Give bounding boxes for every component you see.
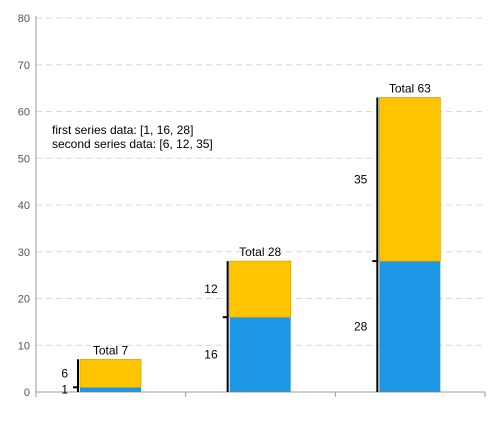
y-tick-label-80: 80	[18, 13, 30, 25]
data-label-series2-cat2: 12	[204, 282, 218, 296]
total-label-cat2: Total 28	[239, 245, 281, 259]
y-tick-label-10: 10	[18, 340, 30, 352]
bar-series2-cat3	[378, 97, 441, 262]
y-tick-label-30: 30	[18, 247, 30, 259]
data-label-series1-cat2: 16	[204, 348, 218, 362]
y-tick-label-50: 50	[18, 153, 30, 165]
data-label-series1-cat1: 1	[61, 383, 68, 397]
y-tick-label-40: 40	[18, 200, 30, 212]
bar-series2-cat2	[229, 260, 292, 318]
y-tick-label-20: 20	[18, 294, 30, 306]
bar-series1-cat2	[229, 317, 291, 392]
bar-series1-cat3	[379, 261, 441, 392]
data-label-series1-cat3: 28	[354, 320, 368, 334]
bar-series1-cat1	[80, 387, 141, 392]
y-tick-label-70: 70	[18, 60, 30, 72]
annotation-first-series: first series data: [1, 16, 28]	[52, 123, 194, 137]
total-label-cat1: Total 7	[93, 343, 129, 357]
data-label-series2-cat3: 35	[354, 172, 368, 186]
y-tick-label-0: 0	[24, 387, 30, 399]
data-label-series2-cat1: 6	[61, 366, 68, 380]
annotation-second-series: second series data: [6, 12, 35]	[52, 137, 213, 151]
y-tick-label-60: 60	[18, 107, 30, 119]
bar-series2-cat1	[79, 358, 142, 388]
total-label-cat3: Total 63	[389, 81, 431, 95]
